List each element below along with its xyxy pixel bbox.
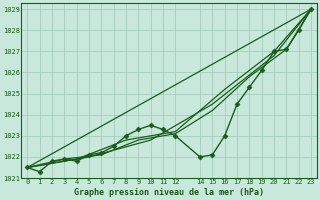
- X-axis label: Graphe pression niveau de la mer (hPa): Graphe pression niveau de la mer (hPa): [74, 188, 264, 197]
